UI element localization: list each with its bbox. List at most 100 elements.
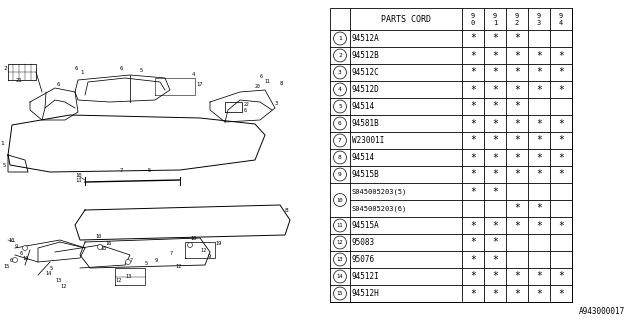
Text: 9: 9 bbox=[208, 254, 211, 259]
Circle shape bbox=[333, 49, 346, 62]
Circle shape bbox=[333, 66, 346, 79]
Text: 9: 9 bbox=[15, 244, 18, 249]
Text: 9: 9 bbox=[338, 172, 342, 177]
Text: 3: 3 bbox=[275, 101, 278, 106]
Text: 9: 9 bbox=[471, 13, 475, 19]
Text: *: * bbox=[514, 271, 520, 282]
Text: 3: 3 bbox=[537, 20, 541, 26]
Text: *: * bbox=[558, 271, 564, 282]
Text: 13: 13 bbox=[125, 274, 131, 279]
Text: *: * bbox=[558, 289, 564, 299]
Text: 94514: 94514 bbox=[352, 153, 375, 162]
Text: 0: 0 bbox=[471, 20, 475, 26]
Text: 15: 15 bbox=[3, 264, 9, 269]
Bar bbox=[330, 8, 572, 302]
Text: *: * bbox=[492, 271, 498, 282]
Text: 94581B: 94581B bbox=[352, 119, 380, 128]
Text: 5: 5 bbox=[140, 68, 143, 73]
Text: 7: 7 bbox=[130, 258, 133, 263]
Text: 13: 13 bbox=[55, 278, 61, 283]
Circle shape bbox=[333, 32, 346, 45]
Text: 2: 2 bbox=[515, 20, 519, 26]
Text: 9: 9 bbox=[515, 13, 519, 19]
Text: *: * bbox=[492, 170, 498, 180]
Text: *: * bbox=[536, 289, 542, 299]
Text: 7: 7 bbox=[170, 251, 173, 256]
Text: *: * bbox=[514, 153, 520, 163]
Text: *: * bbox=[470, 187, 476, 196]
Text: 10: 10 bbox=[190, 236, 196, 241]
Text: S045005203(6): S045005203(6) bbox=[352, 205, 407, 212]
Text: *: * bbox=[470, 289, 476, 299]
Circle shape bbox=[333, 270, 346, 283]
Text: *: * bbox=[470, 68, 476, 77]
Text: *: * bbox=[492, 84, 498, 94]
Text: *: * bbox=[492, 135, 498, 146]
Text: *: * bbox=[514, 204, 520, 213]
Text: 5: 5 bbox=[148, 168, 151, 173]
Circle shape bbox=[333, 83, 346, 96]
Text: 1: 1 bbox=[493, 20, 497, 26]
Text: *: * bbox=[492, 237, 498, 247]
Text: 8: 8 bbox=[280, 81, 284, 86]
Circle shape bbox=[333, 253, 346, 266]
Text: 14: 14 bbox=[337, 274, 343, 279]
Text: 9: 9 bbox=[493, 13, 497, 19]
Text: S045005203(5): S045005203(5) bbox=[352, 188, 407, 195]
Text: 9: 9 bbox=[155, 258, 158, 263]
Text: *: * bbox=[514, 51, 520, 60]
Circle shape bbox=[333, 117, 346, 130]
Text: 5: 5 bbox=[50, 266, 53, 271]
Text: 94512A: 94512A bbox=[352, 34, 380, 43]
Text: 19: 19 bbox=[215, 241, 221, 246]
Text: 14: 14 bbox=[45, 271, 51, 276]
Text: 11: 11 bbox=[75, 178, 81, 183]
Text: *: * bbox=[514, 220, 520, 230]
Text: 2: 2 bbox=[338, 53, 342, 58]
Text: 4: 4 bbox=[192, 72, 195, 77]
Text: *: * bbox=[536, 220, 542, 230]
Text: *: * bbox=[470, 118, 476, 129]
Text: *: * bbox=[536, 271, 542, 282]
Text: *: * bbox=[514, 84, 520, 94]
Text: 95076: 95076 bbox=[352, 255, 375, 264]
Text: *: * bbox=[470, 51, 476, 60]
Text: *: * bbox=[536, 153, 542, 163]
Circle shape bbox=[333, 168, 346, 181]
Text: 6: 6 bbox=[120, 66, 124, 71]
Text: *: * bbox=[558, 51, 564, 60]
Text: *: * bbox=[558, 220, 564, 230]
Text: *: * bbox=[492, 68, 498, 77]
Text: 94512H: 94512H bbox=[352, 289, 380, 298]
Text: *: * bbox=[558, 68, 564, 77]
Text: 9: 9 bbox=[537, 13, 541, 19]
Circle shape bbox=[125, 260, 131, 265]
Text: 15: 15 bbox=[337, 291, 343, 296]
Circle shape bbox=[22, 245, 28, 251]
Text: *: * bbox=[492, 101, 498, 111]
Text: *: * bbox=[514, 170, 520, 180]
Text: 4: 4 bbox=[338, 87, 342, 92]
Text: *: * bbox=[470, 271, 476, 282]
Text: *: * bbox=[514, 101, 520, 111]
Text: 94514: 94514 bbox=[352, 102, 375, 111]
Text: 12: 12 bbox=[115, 278, 121, 283]
Text: 16: 16 bbox=[105, 241, 111, 246]
Text: 5: 5 bbox=[145, 261, 148, 266]
Text: *: * bbox=[470, 84, 476, 94]
Text: 6: 6 bbox=[10, 258, 13, 263]
Text: *: * bbox=[492, 51, 498, 60]
Text: *: * bbox=[536, 51, 542, 60]
Text: 8: 8 bbox=[285, 208, 289, 213]
Text: 94512C: 94512C bbox=[352, 68, 380, 77]
Text: *: * bbox=[514, 34, 520, 44]
Text: 1: 1 bbox=[0, 141, 4, 146]
Text: 4: 4 bbox=[559, 20, 563, 26]
Text: *: * bbox=[536, 84, 542, 94]
Text: *: * bbox=[514, 135, 520, 146]
Text: 11: 11 bbox=[337, 223, 343, 228]
Text: 8: 8 bbox=[338, 155, 342, 160]
Text: *: * bbox=[470, 34, 476, 44]
Text: 1: 1 bbox=[338, 36, 342, 41]
Circle shape bbox=[333, 287, 346, 300]
